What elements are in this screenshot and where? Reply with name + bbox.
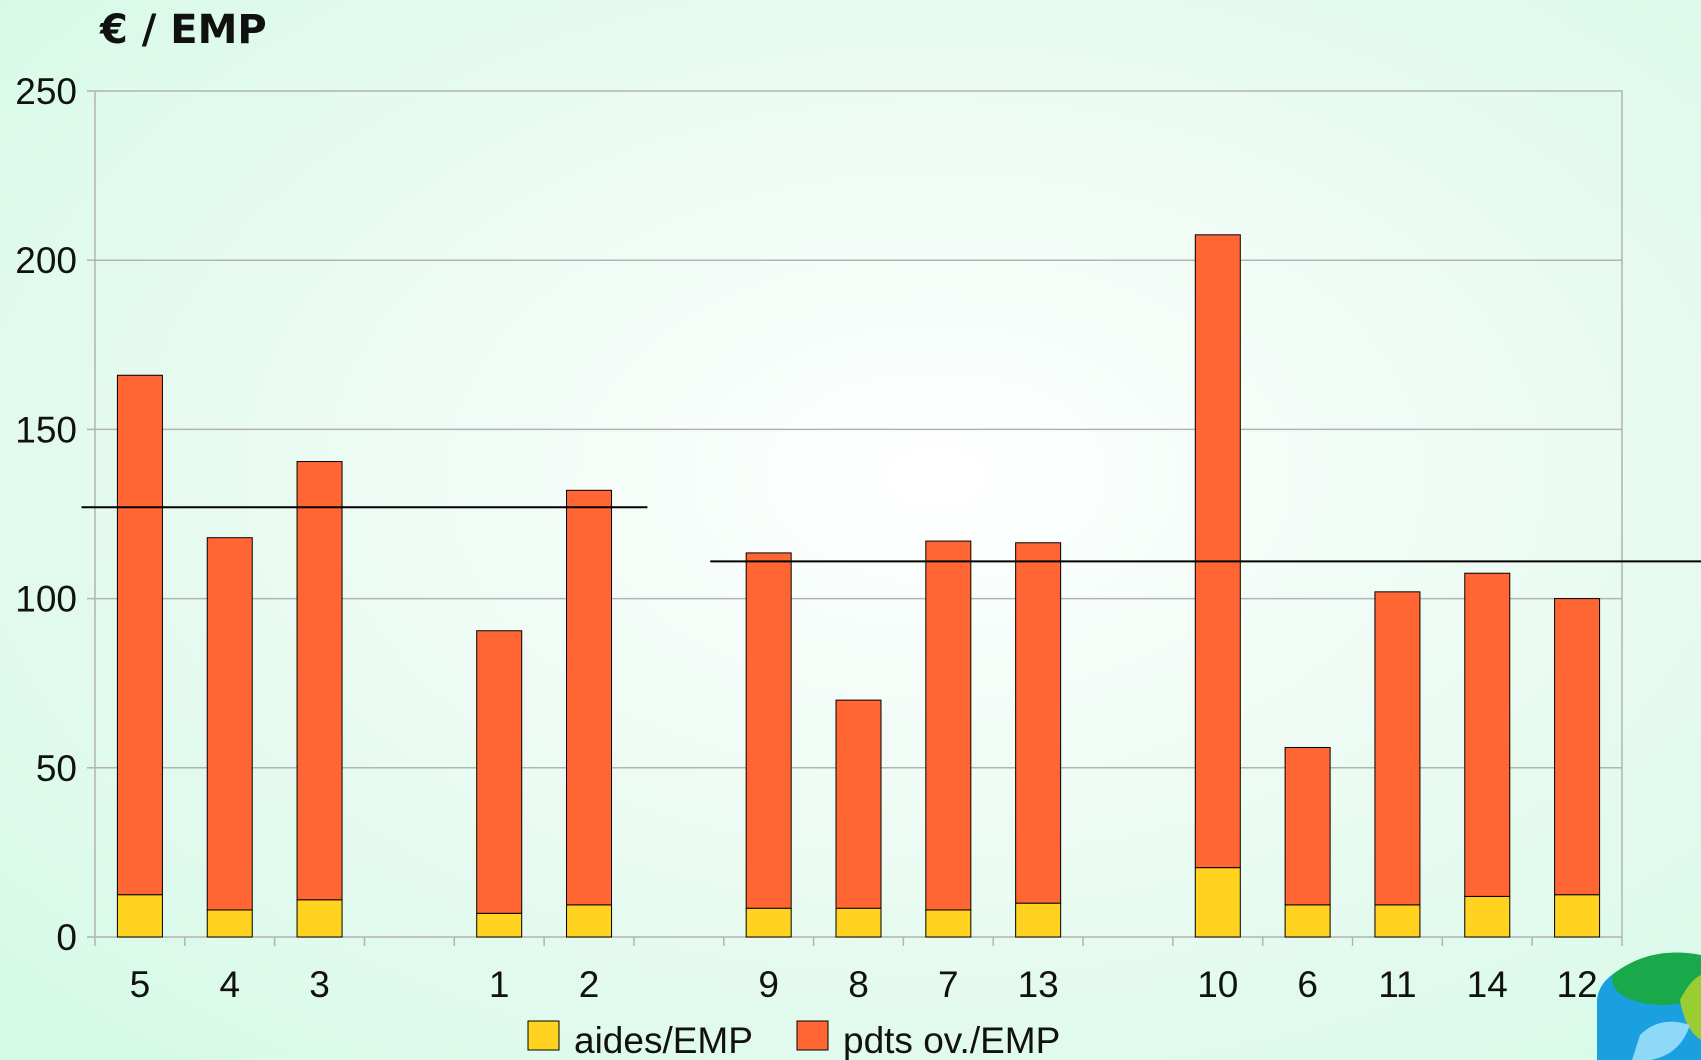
bar-pdts <box>835 699 882 909</box>
bar-aides <box>745 907 792 938</box>
bar-aides <box>1284 904 1331 938</box>
x-tick-label: 2 <box>579 964 600 1005</box>
x-tick-label: 5 <box>130 964 151 1005</box>
bar-aides <box>206 909 253 938</box>
x-tick-label: 7 <box>938 964 959 1005</box>
bar-pdts <box>566 489 613 906</box>
x-axis-ticks: 5 4 3 1 2 9 8 7 13 10 6 11 14 12 <box>94 937 1623 1005</box>
bar-pdts <box>1374 591 1421 906</box>
x-tick-label: 9 <box>758 964 779 1005</box>
bar-aides <box>566 904 613 938</box>
y-tick-label: 200 <box>15 240 77 281</box>
bar-pdts <box>1464 572 1511 897</box>
bar-aides <box>1194 867 1241 938</box>
y-tick-label: 150 <box>15 409 77 450</box>
x-tick-label: 4 <box>219 964 240 1005</box>
bar-pdts <box>745 552 792 909</box>
bar-pdts <box>1554 598 1601 896</box>
corner-logo <box>1597 952 1701 1060</box>
x-tick-label: 12 <box>1557 964 1598 1005</box>
bar-pdts <box>1194 234 1241 869</box>
y-axis-label: € / EMP <box>99 7 267 53</box>
bar-aides <box>116 894 163 938</box>
x-tick-label: 3 <box>309 964 330 1005</box>
bar-aides <box>476 912 523 938</box>
legend-swatch <box>796 1020 829 1051</box>
y-axis-ticks: 0 50 100 150 200 250 <box>15 71 95 958</box>
bar-aides <box>296 899 343 938</box>
x-tick-label: 6 <box>1297 964 1318 1005</box>
y-tick-label: 0 <box>56 917 77 958</box>
bar-aides <box>1464 895 1511 938</box>
legend-swatch <box>527 1020 560 1051</box>
bar-pdts <box>925 540 972 911</box>
x-tick-label: 10 <box>1197 964 1238 1005</box>
bar-aides <box>1015 902 1062 938</box>
legend-label: aides/EMP <box>574 1020 753 1060</box>
bars <box>116 234 1601 938</box>
bar-aides <box>1374 904 1421 938</box>
bar-pdts <box>1015 542 1062 904</box>
x-tick-label: 13 <box>1018 964 1059 1005</box>
bar-pdts <box>296 461 343 901</box>
x-tick-label: 1 <box>489 964 510 1005</box>
legend: aides/EMP pdts ov./EMP <box>527 1020 1060 1060</box>
bar-pdts <box>476 630 523 914</box>
x-tick-label: 11 <box>1378 964 1416 1005</box>
legend-label: pdts ov./EMP <box>843 1020 1060 1060</box>
bar-aides <box>1554 894 1601 938</box>
x-tick-label: 8 <box>848 964 869 1005</box>
y-tick-label: 250 <box>15 71 77 112</box>
bar-pdts <box>1284 746 1331 906</box>
x-tick-label: 14 <box>1467 964 1508 1005</box>
bar-aides <box>835 907 882 938</box>
bar-pdts <box>206 537 253 911</box>
reference-lines <box>81 506 1701 563</box>
bar-pdts <box>116 374 163 896</box>
bar-aides <box>925 909 972 938</box>
y-tick-label: 100 <box>15 579 77 620</box>
y-tick-label: 50 <box>36 748 77 789</box>
